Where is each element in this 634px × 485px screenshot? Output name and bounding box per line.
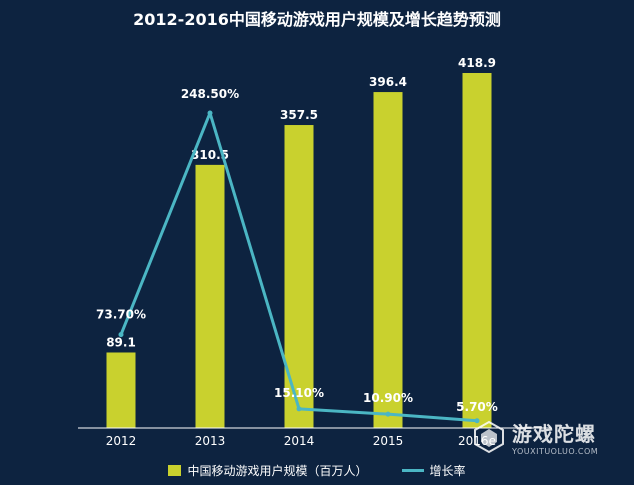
bar-value-label: 418.9 <box>458 56 496 70</box>
bar-value-label: 396.4 <box>369 75 407 89</box>
line-point <box>474 418 480 424</box>
legend-bar-swatch <box>168 464 182 476</box>
bar-value-labels: 89.1 310.5 357.5 396.4 418.9 <box>106 56 496 349</box>
legend-item-growth[interactable]: 增长率 <box>401 462 466 479</box>
line-value-label: 5.70% <box>456 400 498 414</box>
bar <box>373 92 403 428</box>
line-point <box>385 411 391 417</box>
legend-line-swatch <box>401 468 424 472</box>
chart-title: 2012-2016中国移动游戏用户规模及增长趋势预测 <box>133 10 501 29</box>
line-value-labels: 73.70% 248.50% 15.10% 10.90% 5.70% <box>96 87 498 414</box>
bar-value-label: 357.5 <box>280 108 318 122</box>
line-series <box>118 110 480 424</box>
line-value-label: 73.70% <box>96 308 146 322</box>
bar-value-label: 89.1 <box>106 335 136 349</box>
line-point <box>118 332 124 338</box>
logo-icon <box>474 420 504 454</box>
watermark-url: YOUXITUOLUO.COM <box>512 447 599 456</box>
line-value-label: 248.50% <box>181 87 239 101</box>
bar-value-label: 310.5 <box>191 148 229 162</box>
bar <box>195 164 225 428</box>
legend: 中国移动游戏用户规模（百万人） 增长率 <box>0 460 634 480</box>
bar <box>284 125 314 428</box>
bar <box>106 352 136 428</box>
line-value-label: 10.90% <box>363 391 413 405</box>
x-tick-labels: 2012 2013 2014 2015 2016e <box>106 434 496 448</box>
line-value-label: 15.10% <box>274 386 324 400</box>
bar-series <box>106 73 492 428</box>
legend-item-users[interactable]: 中国移动游戏用户规模（百万人） <box>168 462 368 479</box>
bar <box>462 73 492 428</box>
x-tick-label: 2015 <box>373 434 404 448</box>
legend-label-users: 中国移动游戏用户规模（百万人） <box>187 463 368 478</box>
watermark-name: 游戏陀螺 <box>512 422 596 446</box>
legend-label-growth: 增长率 <box>429 463 466 478</box>
watermark-logo: 游戏陀螺 YOUXITUOLUO.COM <box>472 418 598 456</box>
x-tick-label: 2012 <box>106 434 137 448</box>
line-point <box>296 406 302 412</box>
x-tick-label: 2013 <box>195 434 226 448</box>
x-tick-label: 2014 <box>284 434 315 448</box>
line-point <box>207 110 213 116</box>
